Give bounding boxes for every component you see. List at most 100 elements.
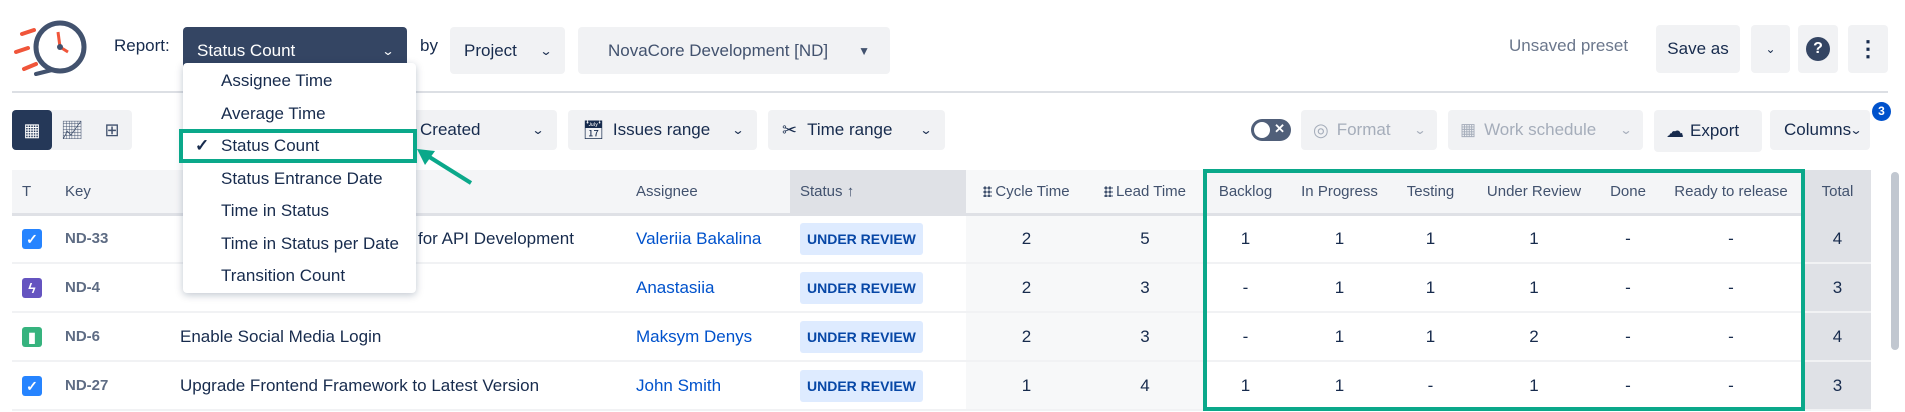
report-menu-item[interactable]: Transition Count (221, 266, 345, 286)
table-row[interactable]: ϟ ND-4 Anastasiia UNDER REVIEW 2 3-1 1 1- -3 (12, 263, 1871, 313)
col-cycle-time[interactable]: Cycle Time (966, 170, 1087, 216)
col-in-progress[interactable]: In Progress (1288, 170, 1391, 216)
cell-backlog: - (1203, 312, 1288, 362)
cell-done: - (1598, 263, 1658, 313)
more-menu-button[interactable]: ⋮ (1848, 25, 1888, 73)
cell-total: 4 (1804, 312, 1871, 362)
cell-backlog: - (1203, 263, 1288, 313)
cell-ready-to-release: - (1658, 361, 1804, 411)
story-type-icon: ▮ (22, 326, 42, 347)
col-total[interactable]: Total (1804, 170, 1871, 216)
chevron-down-icon: ⌄ (1619, 123, 1633, 137)
columns-button[interactable]: Columns ⌄ (1770, 110, 1870, 150)
cell-lead-time: 5 (1087, 214, 1203, 264)
report-menu-item[interactable]: Time in Status per Date (221, 234, 399, 254)
columns-count-badge: 3 (1872, 102, 1891, 121)
cell-key[interactable]: ND-4 (55, 263, 170, 313)
check-icon: ✓ (195, 136, 210, 155)
project-select[interactable]: NovaCore Development [ND] ▼ (578, 27, 890, 74)
col-done[interactable]: Done (1598, 170, 1658, 216)
help-button[interactable]: ? (1798, 25, 1838, 73)
table-row[interactable]: ✓ ND-27 Upgrade Frontend Framework to Late… (12, 361, 1871, 411)
cell-lead-time: 3 (1087, 312, 1203, 362)
col-status-label: Status (800, 182, 843, 200)
scissors-icon: ✂ (782, 119, 798, 140)
report-menu-item[interactable]: Status Entrance Date (221, 169, 383, 189)
col-ready-to-release[interactable]: Ready to release (1658, 170, 1804, 216)
chevron-down-icon: ⌄ (919, 123, 933, 137)
epic-type-icon: ϟ (22, 277, 42, 298)
toggle-switch[interactable]: ✕ (1251, 119, 1291, 141)
caret-down-icon: ▼ (858, 43, 870, 58)
cell-assignee[interactable]: Valeriia Bakalina (626, 214, 790, 264)
cell-assignee[interactable]: Anastasiia (626, 263, 790, 313)
cell-under-review: 1 (1470, 263, 1598, 313)
calendar-icon: ▦ (1460, 120, 1477, 139)
pivot-view-icon[interactable]: ⊞ (104, 119, 120, 140)
header-divider (12, 91, 1888, 93)
cell-key[interactable]: ND-33 (55, 214, 170, 264)
col-backlog[interactable]: Backlog (1203, 170, 1288, 216)
group-by-value: Project (464, 40, 517, 60)
drag-grid-icon (983, 185, 993, 197)
report-dropdown-menu: Assignee Time Average Time ✓ Status Count St… (183, 63, 416, 293)
pointer-arrow-icon (417, 149, 473, 185)
cell-done: - (1598, 312, 1658, 362)
col-lead-time[interactable]: Lead Time (1087, 170, 1203, 216)
cell-type: ✓ (12, 361, 55, 411)
date-field-value: Created (420, 120, 481, 139)
report-menu-item-label: Time in Status per Date (221, 233, 399, 253)
report-menu-item[interactable]: Average Time (221, 104, 326, 124)
col-key[interactable]: Key (55, 170, 170, 216)
work-schedule-button[interactable]: ▦ Work schedule ⌄ (1448, 110, 1643, 150)
col-type[interactable]: T (12, 170, 55, 216)
format-button[interactable]: ◎ Format ⌄ (1301, 110, 1437, 150)
cell-testing: - (1391, 361, 1470, 411)
cell-type: ϟ (12, 263, 55, 313)
cell-done: - (1598, 361, 1658, 411)
cell-ready-to-release: - (1658, 263, 1804, 313)
cell-key[interactable]: ND-27 (55, 361, 170, 411)
cell-ready-to-release: - (1658, 312, 1804, 362)
col-lead-label: Lead Time (1115, 182, 1187, 200)
save-options-button[interactable]: ⌄ (1751, 25, 1790, 73)
report-menu-item[interactable]: Time in Status (221, 201, 329, 221)
save-as-button[interactable]: Save as (1656, 25, 1740, 73)
group-by-select[interactable]: Project ⌄ (450, 27, 565, 74)
export-button[interactable]: ☁ Export (1654, 110, 1762, 152)
drag-grid-icon (1103, 185, 1113, 197)
view-toggle-group: ▦ 📈︎ ⊞ (12, 110, 132, 150)
time-range-label: Time range (807, 120, 893, 139)
date-field-select[interactable]: Created ⌄ (400, 110, 557, 150)
report-menu-item[interactable]: Assignee Time (221, 71, 333, 91)
grid-view-icon[interactable]: ▦ (12, 110, 52, 150)
col-cycle-label: Cycle Time (995, 182, 1070, 200)
cell-total: 4 (1804, 214, 1871, 264)
status-lozenge: UNDER REVIEW (800, 320, 923, 353)
cell-summary: Upgrade Frontend Framework to Latest Ver… (170, 361, 626, 411)
help-icon: ? (1806, 37, 1830, 61)
selected-item-highlight (179, 129, 417, 163)
format-label: Format (1336, 120, 1391, 139)
chart-view-icon[interactable]: 📈︎ (60, 119, 84, 140)
col-status[interactable]: Status ↑ (790, 170, 966, 216)
task-type-icon: ✓ (22, 228, 42, 249)
cell-assignee[interactable]: John Smith (626, 361, 790, 411)
col-assignee[interactable]: Assignee (626, 170, 790, 216)
cell-in-progress: 1 (1288, 214, 1391, 264)
col-testing[interactable]: Testing (1391, 170, 1470, 216)
vertical-scrollbar[interactable] (1891, 172, 1899, 350)
cell-assignee[interactable]: Maksym Denys (626, 312, 790, 362)
cell-key[interactable]: ND-6 (55, 312, 170, 362)
cell-in-progress: 1 (1288, 312, 1391, 362)
chevron-down-icon: ⌄ (1765, 42, 1776, 56)
cell-summary: Enable Social Media Login (170, 312, 626, 362)
time-range-button[interactable]: ✂ Time range ⌄ (768, 110, 945, 150)
app-logo-icon (14, 20, 87, 76)
cell-done: - (1598, 214, 1658, 264)
issues-range-button[interactable]: 📅︎ Issues range ⌄ (568, 110, 757, 150)
table-row[interactable]: ▮ ND-6 Enable Social Media Login Maksym Den… (12, 312, 1871, 362)
col-under-review[interactable]: Under Review (1470, 170, 1598, 216)
cell-cycle-time: 2 (966, 263, 1087, 313)
report-menu-item[interactable]: ✓ Status Count (195, 136, 319, 156)
